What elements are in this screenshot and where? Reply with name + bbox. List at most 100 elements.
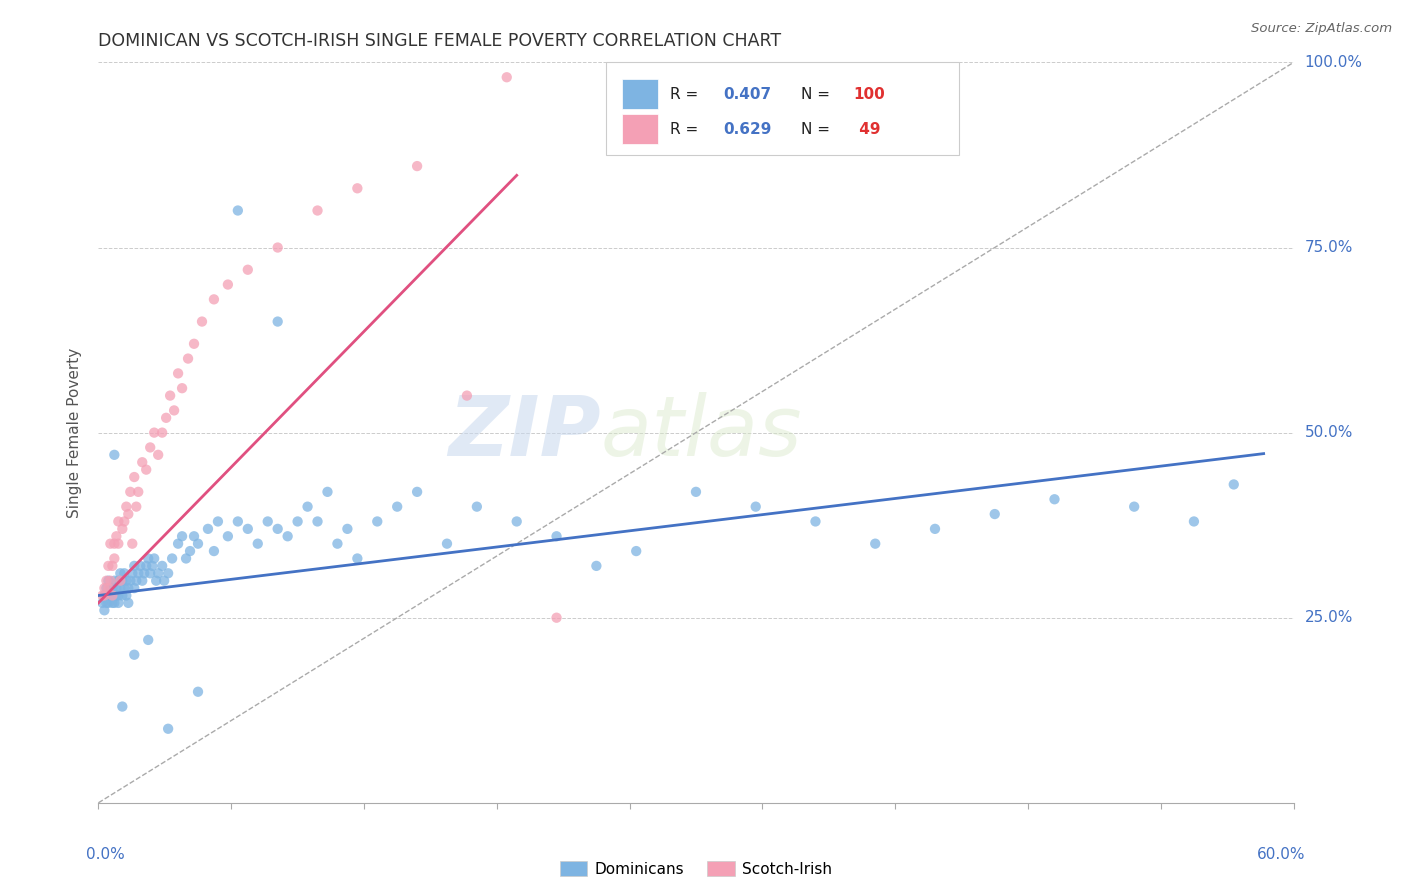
Point: [117, 581, 139, 595]
Point: [143, 551, 166, 566]
Point: [131, 574, 153, 588]
Point: [124, 558, 146, 573]
Point: [107, 515, 129, 529]
Text: N =: N =: [801, 121, 830, 136]
Point: [91, 589, 114, 603]
Point: [406, 159, 429, 173]
Point: [506, 515, 529, 529]
Point: [117, 507, 139, 521]
Point: [174, 551, 197, 566]
Point: [101, 589, 124, 603]
Point: [98, 589, 122, 603]
Point: [436, 536, 458, 550]
Point: [105, 581, 128, 595]
Point: [366, 515, 388, 529]
Point: [160, 551, 183, 566]
Point: [745, 500, 768, 514]
Point: [97, 581, 120, 595]
Text: 75.0%: 75.0%: [1305, 240, 1353, 255]
Point: [112, 566, 135, 581]
Point: [236, 522, 259, 536]
Point: [159, 388, 181, 402]
Point: [117, 596, 139, 610]
Text: atlas: atlas: [600, 392, 801, 473]
Point: [267, 240, 290, 255]
Point: [236, 262, 259, 277]
Point: [267, 522, 290, 536]
Point: [179, 544, 201, 558]
Point: [103, 596, 125, 610]
Point: [112, 581, 135, 595]
Point: [202, 544, 225, 558]
Point: [97, 589, 120, 603]
Point: [187, 685, 209, 699]
Point: [120, 574, 142, 588]
Point: [101, 589, 124, 603]
Point: [217, 277, 239, 292]
Point: [139, 566, 162, 581]
Point: [267, 314, 290, 328]
Point: [93, 589, 115, 603]
Point: [336, 522, 359, 536]
Point: [1123, 500, 1146, 514]
Point: [145, 574, 167, 588]
Point: [495, 70, 517, 85]
Point: [105, 529, 128, 543]
Point: [865, 536, 887, 550]
Point: [124, 648, 146, 662]
Point: [153, 574, 176, 588]
Point: [167, 536, 190, 550]
Point: [143, 425, 166, 440]
Point: [129, 558, 152, 573]
Point: [135, 462, 157, 476]
Point: [115, 500, 138, 514]
Point: [456, 388, 478, 402]
Text: 49: 49: [853, 121, 880, 136]
Point: [112, 515, 135, 529]
Point: [157, 722, 180, 736]
Point: [98, 581, 122, 595]
Text: 0.0%: 0.0%: [87, 847, 125, 863]
Text: 60.0%: 60.0%: [1257, 847, 1306, 863]
Point: [111, 699, 134, 714]
Point: [385, 500, 409, 514]
Text: ZIP: ZIP: [447, 392, 600, 473]
Point: [96, 581, 118, 595]
Text: 100.0%: 100.0%: [1305, 55, 1362, 70]
Legend: Dominicans, Scotch-Irish: Dominicans, Scotch-Irish: [560, 861, 832, 877]
Point: [406, 484, 429, 499]
Text: R =: R =: [669, 121, 703, 136]
Point: [141, 558, 163, 573]
Point: [924, 522, 946, 536]
Point: [1182, 515, 1205, 529]
Point: [148, 566, 170, 581]
Point: [307, 515, 329, 529]
Point: [226, 515, 249, 529]
Point: [111, 589, 134, 603]
Point: [103, 574, 125, 588]
FancyBboxPatch shape: [606, 62, 959, 155]
Point: [585, 558, 607, 573]
Point: [97, 574, 120, 588]
Point: [97, 596, 120, 610]
Point: [163, 403, 186, 417]
Point: [98, 574, 122, 588]
Point: [172, 529, 194, 543]
Point: [1043, 492, 1066, 507]
Point: [546, 610, 568, 624]
Point: [297, 500, 319, 514]
Point: [97, 558, 120, 573]
Point: [804, 515, 827, 529]
Point: [115, 574, 138, 588]
Point: [111, 522, 134, 536]
Point: [105, 589, 128, 603]
Point: [134, 566, 156, 581]
Point: [626, 544, 648, 558]
Point: [346, 181, 368, 195]
Point: [287, 515, 309, 529]
Point: [93, 603, 115, 617]
Point: [546, 529, 568, 543]
Point: [346, 551, 368, 566]
Point: [157, 566, 180, 581]
Point: [124, 581, 146, 595]
